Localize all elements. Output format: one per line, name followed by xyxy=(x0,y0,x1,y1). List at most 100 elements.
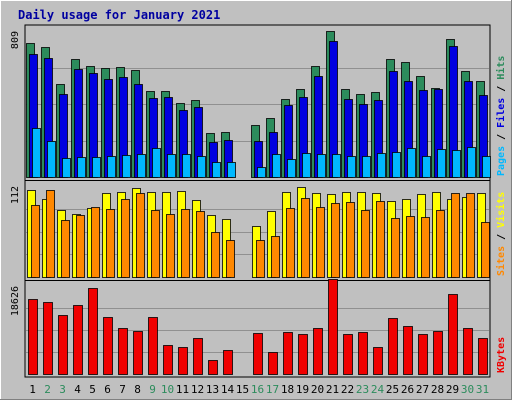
bar-sites-day-12 xyxy=(196,211,205,278)
plot-frame xyxy=(24,24,491,378)
bar-kbytes-day-17 xyxy=(268,352,278,375)
bar-kbytes-day-30 xyxy=(463,328,473,375)
x-tick-label-day-26: 26 xyxy=(401,383,414,396)
bar-kbytes-day-11 xyxy=(178,347,188,375)
bar-kbytes-day-20 xyxy=(313,328,323,375)
x-tick-label-day-2: 2 xyxy=(44,383,51,396)
bar-pages-day-18 xyxy=(287,159,296,178)
bar-pages-day-28 xyxy=(437,149,446,178)
bar-sites-day-2 xyxy=(46,190,55,278)
legend-item-kbytes: KBytes xyxy=(496,337,507,373)
x-tick-label-day-3: 3 xyxy=(59,383,66,396)
bar-kbytes-day-14 xyxy=(223,350,233,375)
bar-pages-day-3 xyxy=(62,158,71,178)
bar-kbytes-day-8 xyxy=(133,331,143,375)
bar-pages-day-1 xyxy=(32,128,41,178)
bar-sites-day-23 xyxy=(361,210,370,278)
x-tick-label-day-30: 30 xyxy=(461,383,474,396)
bar-kbytes-day-1 xyxy=(28,299,38,375)
bar-kbytes-day-28 xyxy=(433,331,443,375)
bar-kbytes-day-12 xyxy=(193,338,203,375)
bar-pages-day-8 xyxy=(137,154,146,178)
bar-sites-day-18 xyxy=(286,208,295,278)
bar-pages-day-22 xyxy=(347,156,356,178)
bar-kbytes-day-29 xyxy=(448,294,458,375)
bar-sites-day-13 xyxy=(211,232,220,278)
bar-pages-day-19 xyxy=(302,153,311,178)
legend-item-sites: Sites xyxy=(495,246,507,276)
bar-pages-day-30 xyxy=(467,147,476,178)
x-tick-label-day-22: 22 xyxy=(341,383,354,396)
bar-pages-day-5 xyxy=(92,157,101,178)
x-tick-label-day-7: 7 xyxy=(119,383,126,396)
x-tick-label-day-6: 6 xyxy=(104,383,111,396)
chart-panels: 809 Pages / Files / Hits 112 Sites / Visits… xyxy=(10,31,507,375)
bar-sites-day-26 xyxy=(406,216,415,278)
x-tick-label-day-9: 9 xyxy=(149,383,156,396)
legend-pages-files-hits: Pages / Files / Hits xyxy=(495,56,507,176)
bar-sites-day-3 xyxy=(61,220,70,278)
legend-separator: / xyxy=(496,80,507,98)
bar-pages-day-4 xyxy=(77,157,86,178)
bar-pages-day-12 xyxy=(197,156,206,178)
y-max-label: 112 xyxy=(10,186,21,204)
bar-kbytes-day-7 xyxy=(118,328,128,375)
bar-sites-day-10 xyxy=(166,214,175,278)
bar-sites-day-17 xyxy=(271,236,280,278)
x-tick-label-day-21: 21 xyxy=(326,383,339,396)
panel-kbytes: 18626 KBytes xyxy=(10,279,507,375)
legend-separator: / xyxy=(496,228,507,246)
bar-sites-day-29 xyxy=(451,193,460,278)
bar-sites-day-31 xyxy=(481,222,490,278)
bar-pages-day-7 xyxy=(122,155,131,178)
bar-sites-day-24 xyxy=(376,201,385,278)
bar-kbytes-day-26 xyxy=(403,326,413,375)
x-tick-label-day-16: 16 xyxy=(251,383,264,396)
bar-pages-day-11 xyxy=(182,154,191,178)
bar-kbytes-day-9 xyxy=(148,317,158,375)
legend-visits-sites: Sites / Visits xyxy=(495,192,507,276)
x-tick-label-day-1: 1 xyxy=(29,383,36,396)
legend-item-visits: Visits xyxy=(495,192,507,228)
bar-pages-day-21 xyxy=(332,154,341,178)
bar-pages-day-16 xyxy=(257,167,266,178)
bar-sites-day-11 xyxy=(181,209,190,278)
bar-sites-day-4 xyxy=(76,215,85,278)
x-tick-label-day-12: 12 xyxy=(191,383,204,396)
bar-kbytes-day-6 xyxy=(103,317,113,375)
bar-kbytes-day-23 xyxy=(358,332,368,375)
bar-sites-day-16 xyxy=(256,240,265,278)
bar-pages-day-25 xyxy=(392,152,401,178)
x-tick-label-day-10: 10 xyxy=(161,383,174,396)
legend-item-pages: Pages xyxy=(496,146,507,176)
legend-separator: / xyxy=(496,128,507,146)
bar-sites-day-22 xyxy=(346,202,355,278)
bar-kbytes-day-5 xyxy=(88,288,98,375)
bar-kbytes-day-2 xyxy=(43,302,53,375)
x-tick-label-day-11: 11 xyxy=(176,383,189,396)
x-tick-label-day-24: 24 xyxy=(371,383,385,396)
panel-visits-sites: 112 Sites / Visits xyxy=(10,180,507,278)
bar-sites-day-30 xyxy=(466,193,475,278)
bar-sites-day-6 xyxy=(106,209,115,278)
bar-pages-day-10 xyxy=(167,154,176,178)
bar-sites-day-7 xyxy=(121,199,130,278)
x-tick-label-day-13: 13 xyxy=(206,383,219,396)
x-tick-label-day-25: 25 xyxy=(386,383,399,396)
bar-kbytes-day-10 xyxy=(163,345,173,375)
bar-pages-day-23 xyxy=(362,156,371,178)
bar-sites-day-25 xyxy=(391,218,400,278)
x-axis-labels: 1 2 3 4 5 6 7 8 9 10 11 12 13 14 15 16 17 18 19 20 21 22 23 24 2… xyxy=(29,383,489,396)
x-tick-label-day-17: 17 xyxy=(266,383,279,396)
bar-sites-day-21 xyxy=(331,203,340,278)
bar-pages-day-6 xyxy=(107,156,116,178)
bar-pages-day-24 xyxy=(377,153,386,178)
bar-kbytes-day-13 xyxy=(208,360,218,375)
x-tick-label-day-15: 15 xyxy=(236,383,249,396)
x-tick-label-day-28: 28 xyxy=(431,383,444,396)
bar-pages-day-20 xyxy=(317,154,326,178)
legend-kbytes: KBytes xyxy=(496,337,507,373)
x-tick-label-day-19: 19 xyxy=(296,383,309,396)
bar-sites-day-1 xyxy=(31,205,40,278)
